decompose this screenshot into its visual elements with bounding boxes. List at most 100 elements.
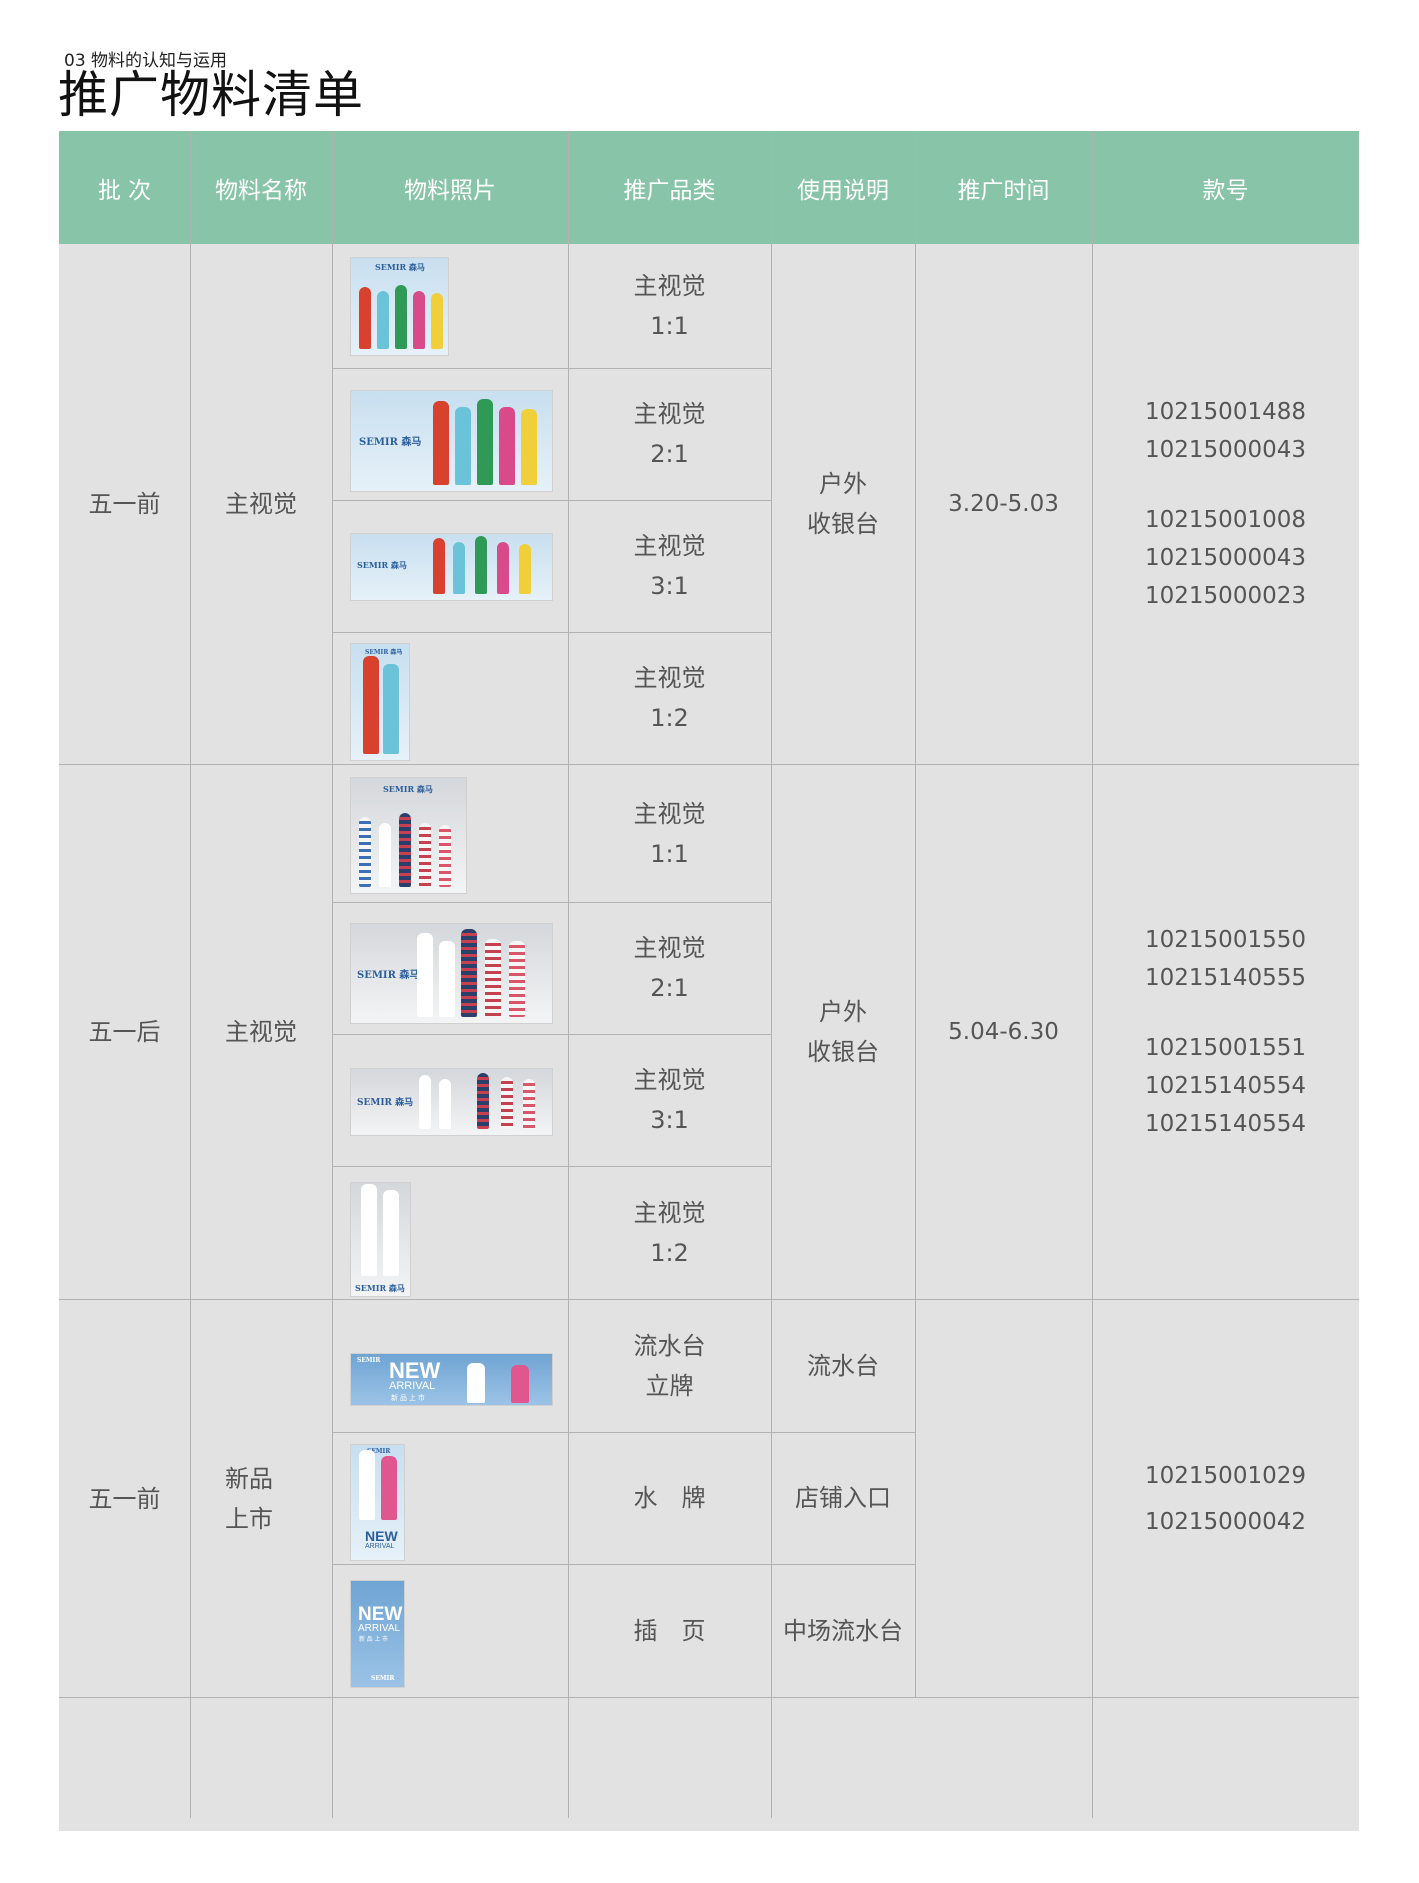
photo-logo: SEMIR 森马: [383, 784, 433, 794]
style-number: 10215000043: [1145, 545, 1306, 571]
column-rule: [1092, 131, 1093, 1818]
style-number: 10215140555: [1145, 965, 1306, 991]
usage-cell: 中场流水台: [783, 1616, 903, 1645]
row-rule: [332, 1432, 915, 1433]
photo-logo: SEMIR 森马: [375, 262, 425, 272]
style-number-cell: 10215001029 10215000042: [1092, 1300, 1359, 1697]
category-cell: 主视觉 3:1: [568, 1034, 771, 1166]
category-ratio: 2:1: [650, 440, 689, 468]
material-photo: SEMIR 森马: [350, 643, 410, 761]
batch-cell: 五一后: [88, 1018, 161, 1046]
column-rule: [915, 131, 916, 1698]
row-rule: [332, 632, 771, 633]
style-number: 10215000023: [1145, 583, 1306, 609]
model-figure: [439, 941, 455, 1017]
row-rule: [332, 1166, 771, 1167]
material-photo: SEMIR 森马: [350, 777, 467, 894]
material-photo: SEMIR 森马: [350, 923, 553, 1024]
style-number: 10215001029: [1145, 1462, 1306, 1489]
model-figure: [419, 1075, 431, 1129]
row-rule: [332, 1034, 771, 1035]
model-figure: [417, 933, 433, 1017]
material-photo: SEMIR 森马: [350, 390, 553, 492]
group-rule: [59, 1299, 1359, 1300]
model-figure: [395, 285, 407, 349]
model-figure: [433, 401, 449, 485]
photo-logo: SEMIR 森马: [357, 970, 420, 981]
time-cell: 5.04-6.30: [948, 1019, 1059, 1045]
model-figure: [439, 825, 451, 887]
model-figure: [475, 536, 487, 594]
category-name: 立牌: [645, 1372, 694, 1400]
photo-logo: SEMIR 森马: [365, 649, 403, 656]
photo-sub-text: 新 品 上 市: [391, 1395, 425, 1402]
category-ratio: 1:1: [650, 839, 689, 868]
category-cell: 主视觉 2:1: [568, 368, 771, 500]
row-rule: [332, 500, 771, 501]
photo-logo: SEMIR 森马: [355, 1283, 405, 1293]
model-figure: [455, 407, 471, 485]
model-figure: [377, 291, 389, 349]
photo-arrival-text: ARRIVAL: [389, 1380, 436, 1392]
photo-logo: SEMIR: [371, 1675, 395, 1682]
category-cell: 流水台 立牌: [568, 1300, 771, 1432]
material-photo: NEW ARRIVAL 新 品 上 市 SEMIR: [350, 1580, 405, 1688]
section-label: 03 物料的认知与运用: [64, 51, 228, 71]
style-number: 10215000043: [1145, 437, 1306, 463]
category-cell: 水 牌: [633, 1484, 706, 1512]
style-number-cell: 10215001550 10215140555 10215001551 1021…: [1092, 765, 1359, 1299]
material-name-cell: 新品 上市: [225, 1300, 332, 1697]
style-number: 10215001551: [1145, 1035, 1306, 1061]
category-cell: 主视觉 2:1: [568, 902, 771, 1034]
photo-logo: SEMIR 森马: [359, 437, 422, 448]
style-number: 10215001550: [1145, 927, 1306, 953]
column-rule: [771, 131, 772, 1818]
header-time: 推广时间: [957, 177, 1050, 204]
usage-line: 户外: [819, 998, 867, 1026]
photo-arrival-text: ARRIVAL: [358, 1623, 401, 1634]
category-name: 主视觉: [633, 664, 706, 692]
header-material-name: 物料名称: [215, 177, 307, 204]
category-name: 主视觉: [633, 532, 706, 560]
category-name: 主视觉: [633, 272, 706, 300]
material-name-cell: 主视觉: [225, 1018, 297, 1046]
model-figure: [419, 823, 431, 887]
model-figure: [499, 407, 515, 485]
category-ratio: 3:1: [650, 572, 689, 600]
model-figure: [519, 544, 531, 594]
header-usage: 使用说明: [797, 177, 889, 204]
time-cell: 3.20-5.03: [948, 491, 1059, 517]
photo-new-text: NEW: [358, 1604, 403, 1625]
header-style-number: 款号: [1202, 177, 1249, 204]
model-figure: [467, 1363, 485, 1403]
model-figure: [501, 1077, 513, 1129]
material-photo: SEMIR 森马: [350, 533, 553, 601]
category-ratio: 1:2: [650, 704, 689, 732]
style-number: 10215000042: [1145, 1508, 1306, 1535]
model-figure: [381, 1456, 397, 1520]
group-rule: [59, 1697, 1359, 1698]
photo-logo: SEMIR: [357, 1357, 381, 1364]
model-figure: [485, 939, 501, 1017]
model-figure: [383, 1190, 399, 1276]
model-figure: [399, 813, 411, 887]
photo-logo: SEMIR 森马: [357, 1098, 414, 1108]
material-name-line: 上市: [225, 1504, 273, 1533]
category-ratio: 3:1: [650, 1106, 689, 1134]
page-title: 推广物料清单: [58, 66, 364, 124]
model-figure: [439, 1079, 451, 1129]
style-number: 10215140554: [1145, 1073, 1306, 1099]
category-name: 主视觉: [633, 1066, 706, 1094]
model-figure: [477, 399, 493, 485]
column-rule: [568, 131, 569, 1818]
usage-line: 收银台: [807, 1038, 879, 1066]
category-name: 主视觉: [633, 400, 706, 428]
category-name: 主视觉: [633, 934, 706, 962]
category-ratio: 1:2: [650, 1238, 689, 1267]
group-rule: [59, 764, 1359, 765]
category-cell: 主视觉 1:1: [568, 244, 771, 368]
material-name-line: 新品: [225, 1464, 273, 1493]
photo-arrival-text: ARRIVAL: [365, 1543, 395, 1550]
material-photo: SEMIR 森马: [350, 1182, 411, 1297]
batch-cell: 五一前: [88, 490, 161, 518]
